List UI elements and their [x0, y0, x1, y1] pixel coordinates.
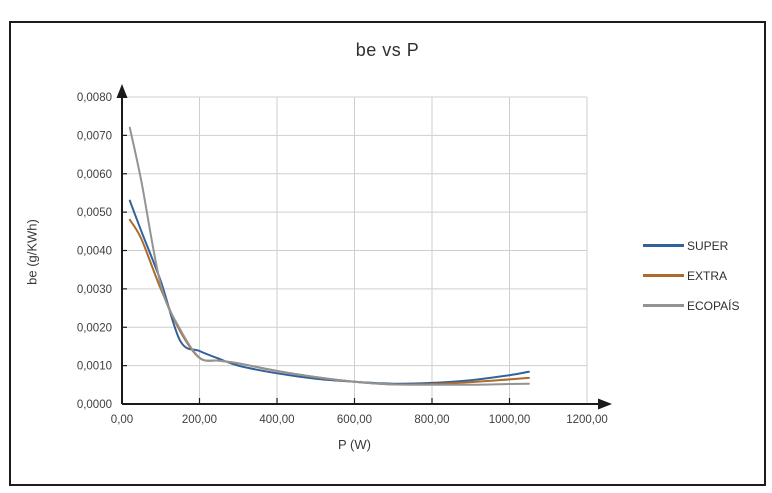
x-tick-label: 400,00: [259, 414, 294, 426]
chart-container: be vs P 0,00 200,00 400,00 600,00 800,00 1000…: [9, 21, 766, 486]
y-tick-label: 0,0040: [77, 246, 112, 258]
legend-label-super: SUPER: [687, 238, 729, 253]
series-line-super: [128, 199, 530, 385]
y-tick-label: 0,0070: [77, 130, 112, 142]
x-tick-label: 1200,00: [566, 414, 608, 426]
x-tick-label: 800,00: [414, 414, 449, 426]
legend-label-extra: EXTRA: [687, 268, 728, 283]
legend-swatch-extra: [643, 274, 684, 277]
chart-title: be vs P: [355, 40, 420, 60]
x-tick-label: 0,00: [111, 414, 133, 426]
y-tick-label: 0,0010: [77, 361, 112, 373]
legend-swatch-ecopaís: [643, 304, 684, 307]
x-tick-label: 1000,00: [489, 414, 531, 426]
legend-swatch-super: [643, 244, 684, 247]
y-tick-label: 0,0050: [77, 207, 112, 219]
legend-item-super: SUPER: [643, 237, 739, 254]
y-axis-title-text: be (g/KWh): [24, 219, 40, 285]
y-tick-label: 0,0080: [77, 92, 112, 104]
legend-item-extra: EXTRA: [643, 267, 739, 284]
plot-area: 0,00 200,00 400,00 600,00 800,00 1000,00 1200,…: [77, 84, 612, 426]
series-line-extra: [128, 218, 530, 386]
y-tick-label: 0,0060: [77, 169, 112, 181]
x-axis-title: P (W): [338, 437, 371, 452]
y-tick-label: 0,0020: [77, 322, 112, 334]
x-tick-label: 600,00: [337, 414, 372, 426]
y-tick-label: 0,0030: [77, 284, 112, 296]
y-axis-arrowhead: [116, 84, 128, 98]
legend-label-ecopaís: ECOPAÍS: [687, 298, 740, 313]
x-axis-arrowhead: [598, 398, 612, 410]
series-line-ecopaís: [128, 126, 530, 386]
x-tick-label: 200,00: [182, 414, 217, 426]
y-tick-label: 0,0000: [77, 399, 112, 411]
legend-item-ecopaís: ECOPAÍS: [643, 297, 739, 314]
legend: SUPER EXTRA ECOPAÍS: [643, 237, 739, 314]
